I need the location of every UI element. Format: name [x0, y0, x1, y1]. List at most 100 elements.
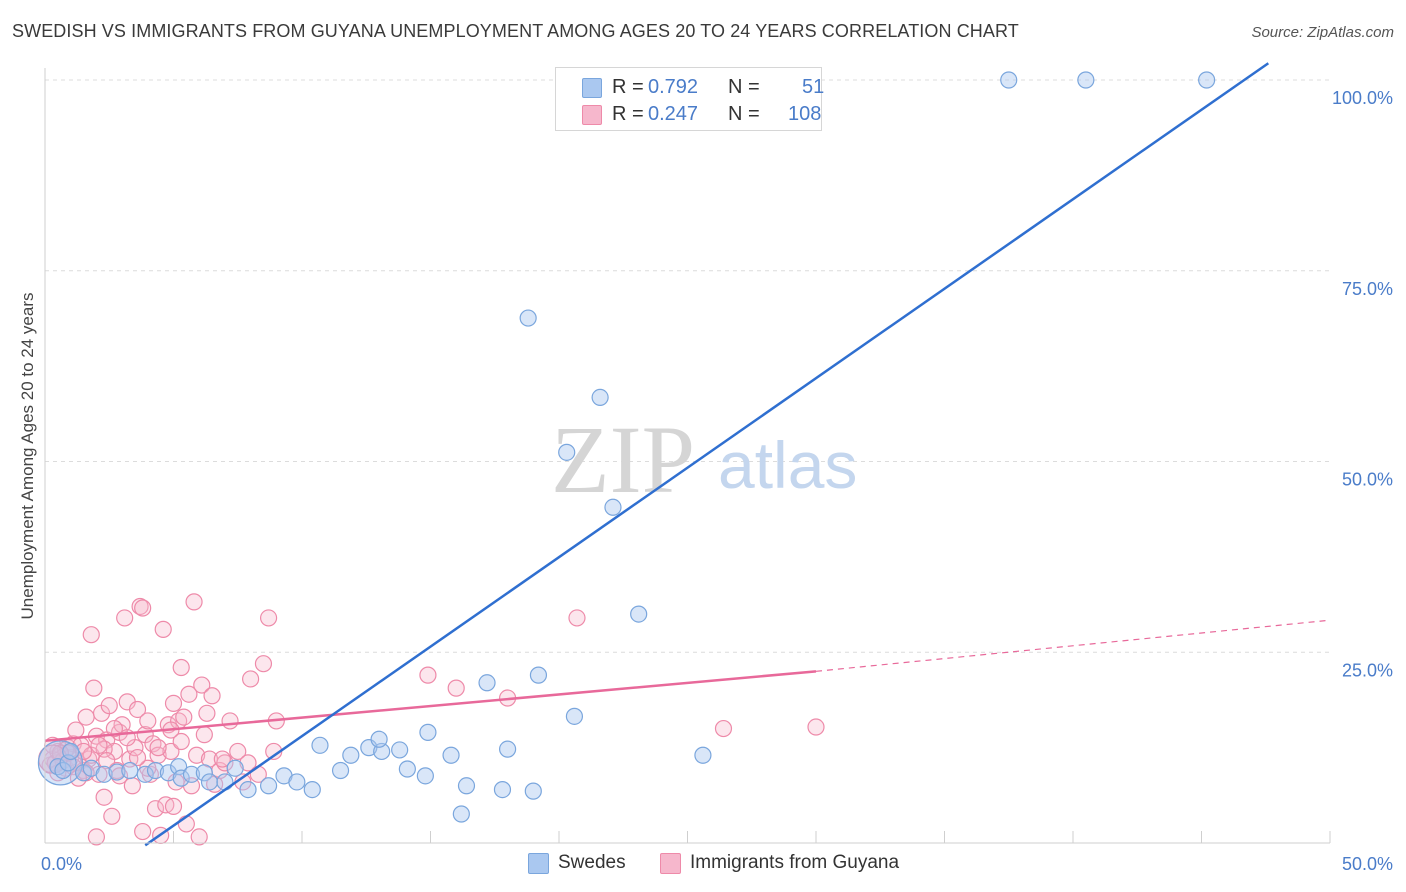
guyana-point — [149, 739, 167, 757]
swede-point — [1000, 71, 1018, 89]
guyana-point — [190, 828, 208, 846]
swede-point — [565, 707, 584, 725]
swede-point — [121, 761, 139, 780]
guyana-point — [164, 694, 183, 712]
swedes-r-label: R = — [612, 76, 644, 98]
swede-point — [1077, 71, 1095, 89]
swede-point — [1198, 71, 1216, 89]
guyana-point — [67, 721, 85, 739]
swede-point — [529, 666, 548, 684]
swede-point — [62, 742, 80, 761]
guyana-point — [128, 700, 147, 719]
guyana-point — [198, 704, 216, 722]
guyana-point — [98, 751, 116, 770]
guyana-point — [128, 748, 147, 767]
guyana-point — [134, 822, 152, 841]
guyana-point — [154, 620, 172, 638]
swede-point — [226, 759, 244, 777]
swede-point — [604, 498, 622, 516]
watermark-atlas: atlas — [718, 428, 857, 502]
guyana-point — [254, 655, 273, 673]
guyana-point — [146, 800, 165, 818]
guyana-point — [193, 676, 211, 694]
guyana-r-label: R = — [612, 103, 644, 125]
guyana-swatch — [582, 105, 602, 125]
guyana-point — [177, 815, 195, 833]
swedes-legend-label: Swedes — [558, 852, 626, 873]
swede-point — [416, 767, 434, 785]
guyana-point — [714, 719, 733, 738]
swede-point — [172, 769, 190, 787]
trend-lines — [44, 62, 1331, 847]
swede-point — [391, 741, 409, 759]
swede-point — [303, 780, 321, 799]
y-tick-label: 75.0% — [1342, 279, 1393, 299]
guyana-point — [242, 670, 260, 688]
swede-point — [182, 765, 201, 783]
swedes-r-value: 0.792 — [648, 76, 699, 98]
swede-point — [311, 736, 329, 754]
guyana-point — [105, 719, 123, 738]
swede-point — [370, 730, 388, 748]
guyana-legend-swatch — [660, 853, 681, 874]
swede-point — [493, 780, 512, 799]
guyana-trend-line — [44, 670, 817, 743]
guyana-point — [103, 807, 121, 825]
guyana-point — [172, 658, 190, 677]
y-tick-label: 100.0% — [1332, 88, 1393, 108]
swedes-legend-swatch — [528, 853, 549, 874]
guyana-point — [568, 609, 586, 627]
swede-point — [342, 746, 360, 764]
guyana-legend-label: Immigrants from Guyana — [690, 852, 900, 873]
swede-point — [591, 388, 609, 407]
guyana-point — [195, 726, 213, 744]
guyana-point — [180, 685, 198, 703]
x-tick-label: 0.0% — [41, 854, 82, 874]
swede-point — [478, 674, 496, 692]
swede-point — [499, 740, 517, 758]
swede-point — [630, 605, 648, 623]
watermark-zip: ZIP — [551, 406, 695, 513]
swede-point — [259, 777, 278, 795]
guyana-point — [229, 742, 247, 761]
guyana-point — [185, 593, 203, 611]
swede-point — [452, 805, 470, 823]
axes — [44, 68, 1331, 844]
guyana-point — [213, 750, 231, 768]
source-label: Source: ZipAtlas.com — [1251, 24, 1394, 41]
swede-point — [288, 773, 306, 791]
chart-title: SWEDISH VS IMMIGRANTS FROM GUYANA UNEMPL… — [12, 21, 1019, 41]
swedes-trend-line — [144, 62, 1270, 847]
swede-point — [442, 746, 460, 764]
guyana-trend-extension — [815, 619, 1331, 672]
swede-point — [694, 746, 712, 764]
guyana-n-value: 108 — [788, 103, 822, 125]
guyana-point — [164, 797, 183, 815]
y-tick-label: 50.0% — [1342, 470, 1393, 490]
swede-point — [108, 763, 126, 781]
guyana-point — [447, 679, 465, 697]
swede-point — [331, 761, 350, 780]
swede-point — [216, 773, 234, 791]
guyana-point — [85, 679, 103, 697]
guyana-point — [90, 736, 108, 754]
guyana-n-label: N = — [728, 103, 760, 125]
guyana-point — [95, 788, 113, 806]
swede-point — [419, 723, 437, 741]
guyana-point — [259, 609, 278, 627]
guyana-point — [77, 708, 95, 726]
guyana-point — [188, 746, 206, 764]
swede-point — [159, 764, 177, 782]
swede-points — [37, 71, 1216, 823]
correlation-legend: R = 0.792 N = 51 R = 0.247 N = 108 — [555, 67, 824, 131]
guyana-point — [419, 666, 437, 684]
guyana-point — [116, 609, 134, 627]
guyana-point — [175, 708, 193, 726]
swede-point — [524, 782, 542, 800]
swede-point — [200, 773, 219, 791]
swede-point — [457, 777, 476, 795]
swede-point — [239, 780, 257, 799]
watermark: ZIP atlas — [551, 406, 857, 513]
swedes-swatch — [582, 78, 602, 98]
guyana-point — [134, 599, 152, 617]
